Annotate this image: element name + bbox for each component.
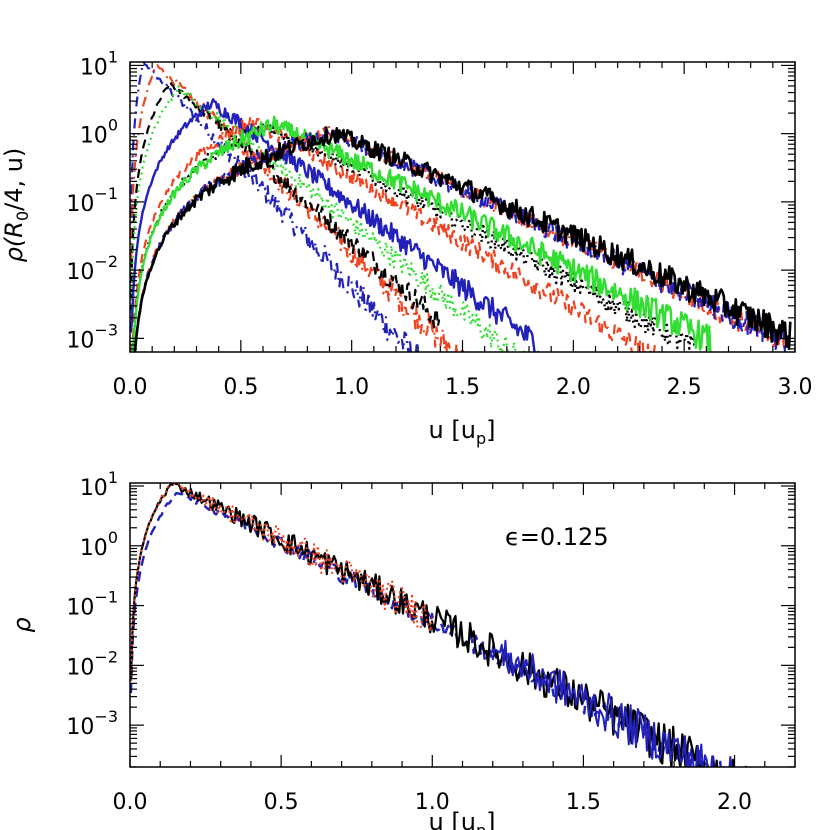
plot-frame [129,482,796,768]
x-tick-label: 2.5 [667,375,702,400]
x-tick-label: 1.5 [566,790,601,815]
x-tick-label: 0.0 [113,790,148,815]
x-axis-label: u [up] [429,416,496,448]
x-tick-label: 1.0 [334,375,369,400]
y-tick-label: 10−2 [66,252,118,285]
series-line-1 [130,483,747,767]
series-group [130,62,792,352]
x-tick-label: 3.0 [778,375,813,400]
series-line-7 [131,115,712,352]
series-line-2 [491,639,733,767]
x-tick-label: 0.5 [264,790,299,815]
series-line-3 [130,483,433,682]
series-line-0 [130,62,420,352]
top-panel: 0.0 0.5 1.0 1.5 2.0 2.5 3.0 101 100 10−1 10−2 10−3 u… [0,47,813,448]
x-tick-label: 2.0 [717,790,752,815]
x-tick-label: 0.0 [113,375,148,400]
series-line-10 [133,126,792,352]
series-line-6 [131,121,696,352]
x-tick-label: 0.5 [223,375,258,400]
y-tick-label: 10−3 [66,707,118,740]
y-tick-label: 10−2 [66,647,118,680]
series-line-4 [130,98,540,352]
x-tick-label: 1.5 [445,375,480,400]
x-axis-label: u [up] [429,808,496,830]
y-axis-label: ρ [8,617,36,632]
series-line-5 [130,115,660,352]
series-group [130,483,747,767]
y-tick-label: 10−1 [66,588,118,621]
y-tick-label: 10−1 [66,184,118,217]
y-tick-label: 101 [80,468,118,501]
y-tick-label: 100 [80,528,118,561]
x-tick-label: 2.0 [556,375,591,400]
series-line-0 [130,492,726,767]
y-tick-label: 10−3 [66,320,118,353]
bottom-panel: 0.0 0.5 1.0 1.5 2.0 101 100 10−1 10−2 10−3 u [up] ρ… [8,468,796,830]
epsilon-annotation: ϵ=0.125 [505,523,609,551]
y-tick-label: 101 [80,47,118,80]
x-tick-label: 1.0 [415,790,450,815]
y-axis-label: ρ(R0/4, u) [0,148,32,263]
y-tick-label: 100 [80,116,118,149]
